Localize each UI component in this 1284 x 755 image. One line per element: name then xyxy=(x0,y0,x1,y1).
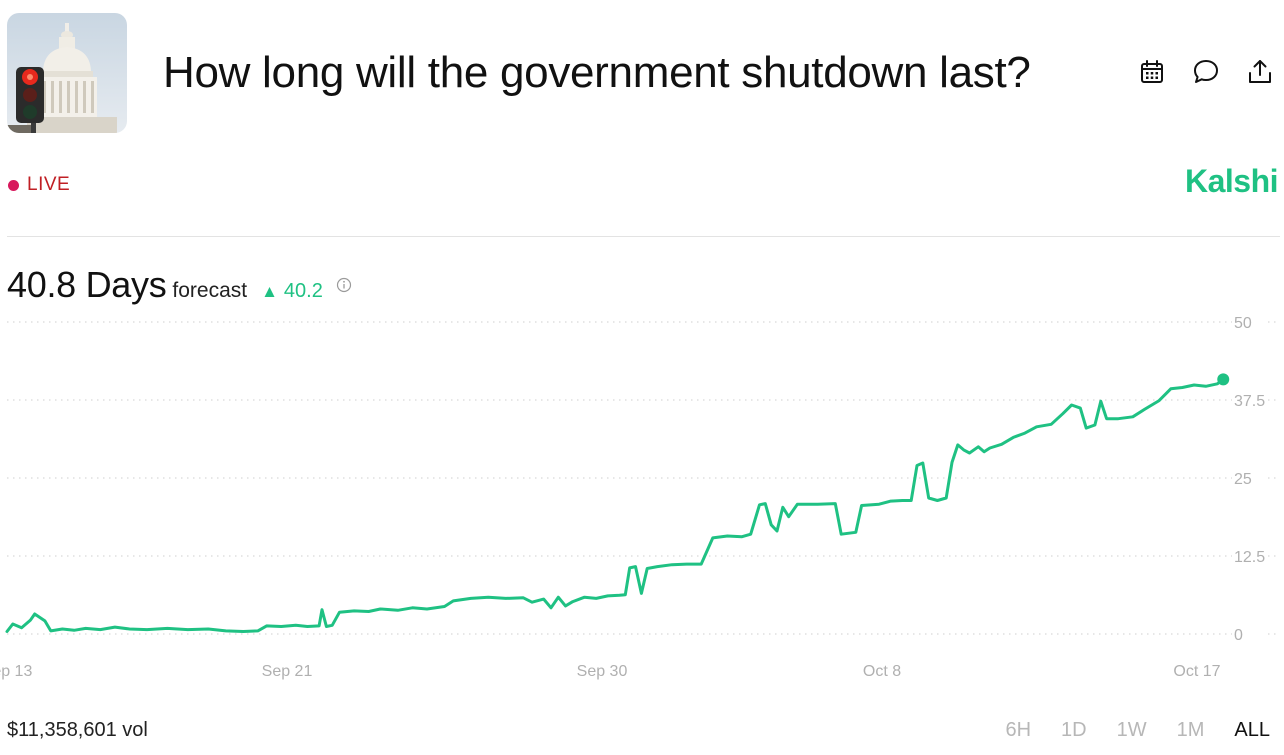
forecast-chart[interactable]: 0 12.5 25 37.5 50 Sep 13 Sep 21 Sep 30 Oct 8 Oct … xyxy=(0,300,1284,695)
live-dot-icon xyxy=(8,179,19,191)
live-indicator: LIVE xyxy=(8,174,70,196)
x-tick-label: Sep 13 xyxy=(0,663,32,680)
market-thumbnail xyxy=(7,13,127,133)
forecast-value: 40.8 Days xyxy=(7,264,167,305)
range-button-6h[interactable]: 6H xyxy=(1005,719,1032,741)
forecast-summary: 40.8 Days forecast ▲ 40.2 xyxy=(7,264,352,306)
header-toolbar xyxy=(1138,58,1274,86)
live-label: LIVE xyxy=(27,174,71,195)
forecast-change-value: 40.2 xyxy=(283,280,323,302)
speech-bubble-icon xyxy=(1194,60,1218,83)
range-button-1d[interactable]: 1D xyxy=(1061,719,1087,741)
y-tick-label: 0 xyxy=(1234,627,1243,644)
info-icon[interactable] xyxy=(336,277,352,293)
x-tick-label: Oct 8 xyxy=(863,663,901,680)
share-button[interactable] xyxy=(1246,58,1274,86)
time-range-selector: 6H 1D 1W 1M ALL xyxy=(1005,719,1270,742)
y-tick-label: 12.5 xyxy=(1234,549,1265,566)
forecast-change: ▲ 40.2 xyxy=(261,280,323,303)
range-button-1w[interactable]: 1W xyxy=(1116,719,1147,741)
divider xyxy=(7,236,1280,237)
brand-logo[interactable]: Kalshi xyxy=(1184,163,1279,199)
volume-label: $11,358,601 vol xyxy=(7,719,148,741)
comment-button[interactable] xyxy=(1192,58,1220,86)
calendar-button[interactable] xyxy=(1138,58,1166,86)
x-tick-label: Sep 30 xyxy=(577,663,628,680)
calendar-icon xyxy=(1141,60,1163,83)
capitol-traffic-light-image xyxy=(7,13,127,133)
y-tick-label: 50 xyxy=(1234,315,1252,332)
range-button-1m[interactable]: 1M xyxy=(1176,719,1205,741)
up-triangle-icon: ▲ xyxy=(261,282,278,301)
range-button-all[interactable]: ALL xyxy=(1234,719,1270,741)
share-icon xyxy=(1249,60,1271,83)
forecast-label: forecast xyxy=(172,279,248,302)
y-tick-label: 25 xyxy=(1234,471,1252,488)
series-line xyxy=(5,377,1225,633)
y-tick-label: 37.5 xyxy=(1234,393,1265,410)
series-end-point xyxy=(1217,373,1230,386)
x-tick-label: Sep 21 xyxy=(262,663,313,680)
page-title: How long will the government shutdown la… xyxy=(163,48,1031,97)
x-tick-label: Oct 17 xyxy=(1173,663,1220,680)
